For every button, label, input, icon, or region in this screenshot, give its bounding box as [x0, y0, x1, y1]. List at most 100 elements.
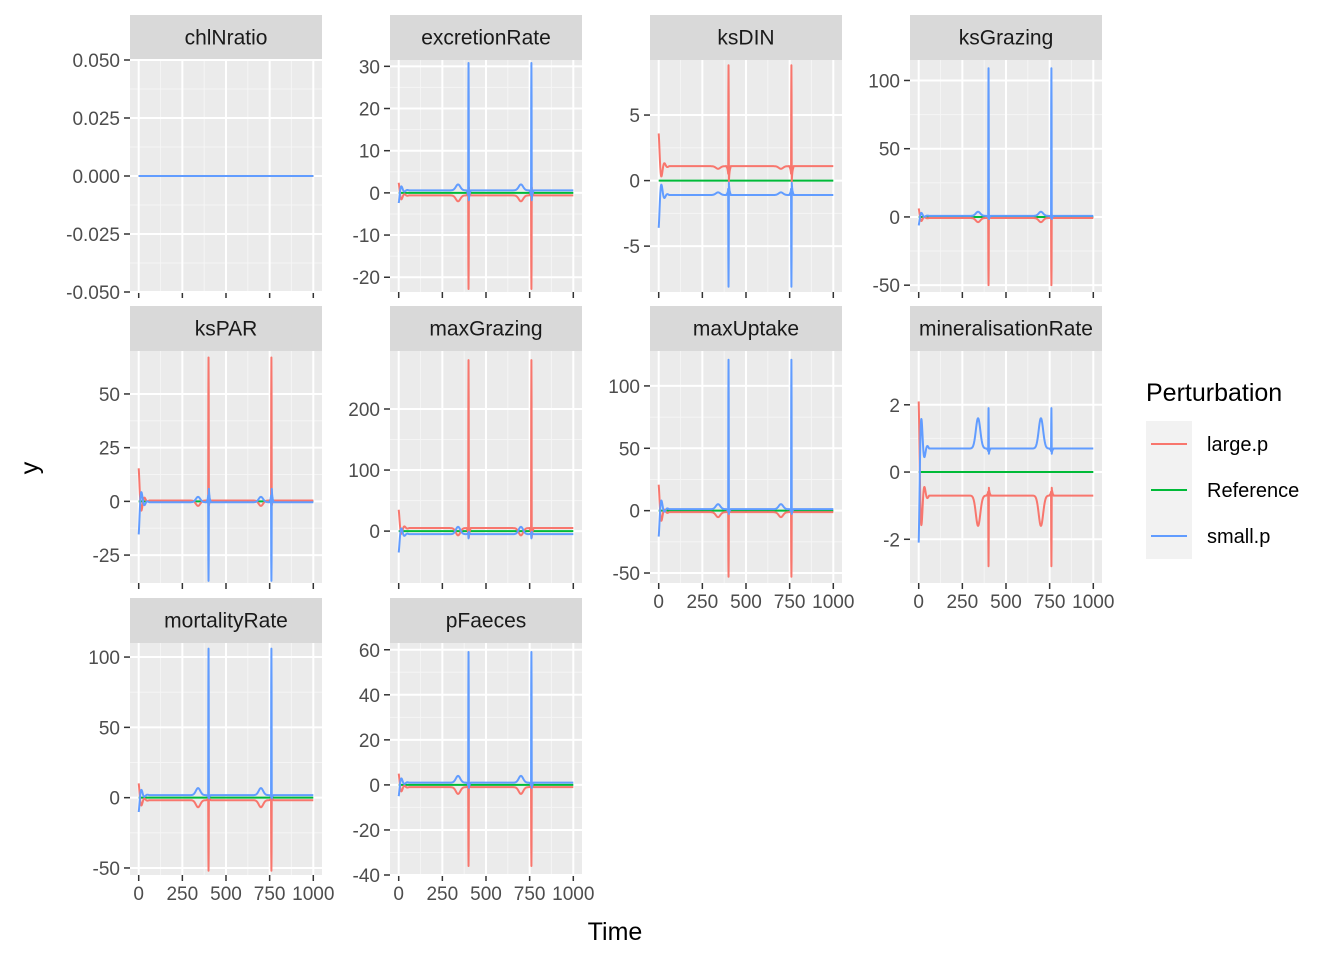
y-tick-label: 100 — [348, 461, 380, 482]
y-tick-label: -20 — [353, 821, 380, 842]
y-tick-label: -0.025 — [66, 225, 120, 246]
legend-title: Perturbation — [1146, 379, 1282, 407]
y-tick-label: -20 — [353, 268, 380, 289]
y-tick-label: 0 — [369, 184, 380, 205]
x-tick-label: 500 — [210, 884, 242, 905]
x-tick-label: 250 — [166, 884, 198, 905]
series-line-large.p — [397, 182, 575, 291]
x-tick-label: 750 — [254, 884, 286, 905]
x-tick-label: 500 — [730, 592, 762, 613]
y-tick-label: -50 — [873, 276, 900, 297]
y-tick-label: -25 — [93, 546, 120, 567]
x-tick-label: 250 — [686, 592, 718, 613]
y-tick-label: -50 — [613, 564, 640, 585]
y-tick-label: 100 — [608, 377, 640, 398]
series-line-small.p — [657, 358, 835, 537]
y-tick-label: 0 — [629, 172, 640, 193]
legend: Perturbation large.p Reference small.p — [1146, 379, 1299, 559]
y-tick-label: 2 — [889, 396, 900, 417]
x-tick-label: 0 — [913, 592, 924, 613]
strip-background — [130, 306, 322, 351]
series-line-large.p — [657, 484, 835, 578]
y-tick-label: 20 — [359, 100, 380, 121]
y-tick-label: 50 — [99, 385, 120, 406]
series-line-large.p — [137, 783, 315, 872]
y-tick-label: -50 — [93, 859, 120, 880]
series-line-large.p — [657, 64, 835, 183]
y-tick-label: 20 — [359, 731, 380, 752]
series-line-small.p — [917, 407, 1095, 543]
y-tick-label: 0 — [369, 776, 380, 797]
x-tick-label: 250 — [426, 884, 458, 905]
y-tick-label: 200 — [348, 400, 380, 421]
panel-ksPAR: ksPAR -25 0 25 50 — [93, 306, 322, 589]
y-tick-label: 50 — [879, 140, 900, 161]
y-tick-label: -5 — [623, 237, 640, 258]
strip-background — [910, 15, 1102, 60]
strip-label: excretionRate — [421, 27, 551, 50]
x-axis-title: Time — [588, 918, 643, 946]
series-line-large.p — [397, 773, 575, 867]
strip-background — [650, 306, 842, 351]
strip-background — [390, 306, 582, 351]
panel-mineralisationRate: mineralisationRate -2 0 2 0 250 500 750 1000 — [883, 306, 1114, 613]
y-tick-label: 30 — [359, 57, 380, 78]
panel-chlNratio: chlNratio -0.050 -0.025 0.000 0.025 0.050 — [66, 15, 322, 304]
y-tick-label: 0 — [109, 492, 120, 513]
strip-label: pFaeces — [446, 610, 527, 633]
y-tick-label: 100 — [868, 71, 900, 92]
x-tick-label: 1000 — [1072, 592, 1114, 613]
y-tick-label: 60 — [359, 641, 380, 662]
strip-label: maxUptake — [693, 318, 799, 341]
y-tick-label: 0 — [889, 463, 900, 484]
legend-label: small.p — [1207, 526, 1270, 548]
series-line-small.p — [657, 181, 835, 288]
series-line-large.p — [137, 356, 315, 512]
strip-label: ksPAR — [195, 318, 258, 341]
y-tick-label: 0.000 — [72, 167, 120, 188]
series-line-small.p — [397, 651, 575, 797]
y-tick-label: 0 — [369, 522, 380, 543]
x-tick-label: 500 — [990, 592, 1022, 613]
strip-background — [390, 598, 582, 643]
series-line-small.p — [917, 67, 1095, 226]
panel-maxGrazing: maxGrazing 0 100 200 — [348, 306, 582, 589]
strip-label: mortalityRate — [164, 610, 288, 633]
y-tick-label: -10 — [353, 226, 380, 247]
strip-background — [390, 15, 582, 60]
strip-background — [130, 15, 322, 60]
x-tick-label: 1000 — [292, 884, 334, 905]
y-axis-title: y — [16, 461, 44, 474]
y-tick-label: -40 — [353, 866, 380, 887]
legend-label: large.p — [1207, 434, 1268, 456]
strip-label: ksDIN — [717, 27, 774, 50]
strip-background — [910, 306, 1102, 351]
panel-ksDIN: ksDIN -5 0 5 — [623, 15, 842, 298]
y-tick-label: 0 — [109, 789, 120, 810]
legend-label: Reference — [1207, 480, 1299, 502]
x-tick-label: 750 — [514, 884, 546, 905]
y-tick-label: 0 — [889, 208, 900, 229]
y-tick-label: 25 — [99, 439, 120, 460]
y-tick-label: 40 — [359, 686, 380, 707]
strip-label: chlNratio — [185, 27, 268, 50]
x-tick-label: 500 — [470, 884, 502, 905]
y-tick-label: 50 — [619, 439, 640, 460]
x-tick-label: 750 — [774, 592, 806, 613]
y-tick-label: 5 — [629, 106, 640, 127]
y-tick-label: 0 — [629, 502, 640, 523]
x-tick-label: 1000 — [812, 592, 854, 613]
x-tick-label: 1000 — [552, 884, 594, 905]
panel-ksGrazing: ksGrazing -50 0 50 100 — [868, 15, 1102, 298]
y-tick-label: 0.050 — [72, 51, 120, 72]
series-line-large.p — [917, 401, 1095, 568]
y-tick-label: -0.050 — [66, 283, 120, 304]
panel-pFaeces: pFaeces -40 -20 0 20 40 60 0 250 500 750 1000 — [353, 598, 594, 905]
x-tick-label: 0 — [393, 884, 404, 905]
series-line-large.p — [917, 208, 1095, 287]
strip-label: mineralisationRate — [919, 318, 1093, 341]
series-line-large.p — [397, 359, 575, 539]
